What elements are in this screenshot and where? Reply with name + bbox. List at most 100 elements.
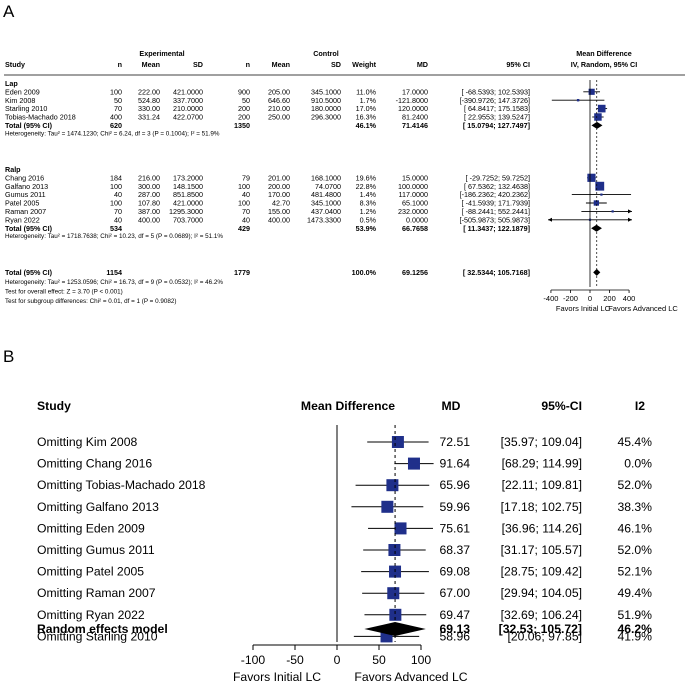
sensitivity-ci: [22.11; 109.81]: [502, 478, 582, 492]
study-n-e: 100: [110, 199, 122, 208]
study-sd-c: 910.5000: [311, 96, 341, 105]
header-mean-c: Mean: [272, 60, 290, 69]
sensitivity-md: 58.96: [440, 629, 471, 643]
sensitivity-marker: [381, 500, 394, 513]
study-ci: [ 64.8417; 175.1583]: [464, 104, 530, 113]
summary-ci: [32.53; 105.72]: [499, 622, 582, 636]
subgroup-total-md: 71.4146: [402, 121, 428, 130]
panel-a-favors-right: Favors Advanced LC: [608, 304, 678, 313]
study-sd-e: 703.7000: [173, 215, 203, 224]
study-name: Ryan 2022: [5, 215, 40, 224]
subgroup-total-weight: 53.9%: [356, 224, 377, 233]
study-weight: 16.3%: [356, 113, 377, 122]
study-mean-c: 205.00: [268, 87, 290, 96]
study-effect-marker: [576, 98, 580, 102]
study-weight: 22.8%: [356, 182, 377, 191]
study-sd-c: 481.4800: [311, 190, 341, 199]
study-sd-e: 422.0700: [173, 113, 203, 122]
sensitivity-i2: 52.0%: [617, 543, 652, 557]
header-ci: 95% CI: [506, 60, 530, 69]
sensitivity-study: Omitting Ryan 2022: [37, 608, 145, 622]
sensitivity-study: Omitting Chang 2016: [37, 457, 152, 471]
study-mean-c: 210.00: [268, 104, 290, 113]
sensitivity-study: Omitting Eden 2009: [37, 521, 145, 535]
panel-b-favors-right: Favors Advanced LC: [354, 670, 467, 684]
study-mean-c: 42.70: [272, 199, 290, 208]
study-ci-whisker-left-arrow: [548, 217, 552, 222]
study-name: Gumus 2011: [5, 190, 46, 199]
study-weight: 19.6%: [356, 173, 377, 182]
subgroup-total-label: Total (95% CI): [5, 121, 53, 130]
sensitivity-i2: 52.0%: [617, 478, 652, 492]
header-control: Control: [313, 49, 339, 58]
study-ci: [ 22.9553; 139.5247]: [464, 113, 530, 122]
subgroup-total-weight: 46.1%: [356, 121, 377, 130]
study-n-c: 100: [238, 199, 250, 208]
study-mean-e: 524.80: [138, 96, 160, 105]
sensitivity-i2: 51.9%: [617, 608, 652, 622]
header-study: Study: [5, 60, 25, 69]
header-weight: Weight: [352, 60, 376, 69]
study-sd-e: 173.2000: [173, 173, 203, 182]
study-sd-c: 345.1000: [311, 199, 341, 208]
study-n-e: 184: [110, 173, 122, 182]
header-mean-difference: Mean Difference: [576, 49, 632, 58]
panel-b-x-tick-label: -50: [286, 653, 304, 667]
panel-b-x-tick-label: 0: [334, 653, 341, 667]
study-sd-c: 1473.3300: [307, 215, 341, 224]
sensitivity-marker: [407, 457, 420, 470]
subgroup-total-ci: [ 11.3437; 122.1879]: [463, 224, 530, 233]
sensitivity-md: 72.51: [440, 435, 471, 449]
study-n-c: 70: [242, 207, 250, 216]
sensitivity-ci: [68.29; 114.99]: [502, 457, 582, 471]
subgroup-total-label: Total (95% CI): [5, 224, 53, 233]
sensitivity-study: Omitting Galfano 2013: [37, 500, 159, 514]
study-weight: 1.2%: [360, 207, 377, 216]
study-ci: [-390.9726; 147.3726]: [460, 96, 530, 105]
sensitivity-i2: 45.4%: [617, 435, 652, 449]
study-sd-e: 421.0000: [173, 199, 203, 208]
sensitivity-md: 75.61: [440, 521, 471, 535]
sensitivity-study: Omitting Patel 2005: [37, 565, 144, 579]
sensitivity-ci: [17.18; 102.75]: [501, 500, 582, 514]
study-name: Kim 2008: [5, 96, 35, 105]
sensitivity-md: 67.00: [440, 586, 471, 600]
summary-label: Random effects model: [37, 622, 168, 636]
study-effect-marker: [611, 210, 614, 213]
subgroup-total-n-e: 620: [110, 121, 122, 130]
panel-b-favors-left: Favors Initial LC: [233, 670, 321, 684]
sensitivity-study: Omitting Gumus 2011: [37, 543, 155, 557]
study-md: 232.0000: [398, 207, 428, 216]
study-name: Patel 2005: [5, 199, 39, 208]
panel-a-x-tick-label: 200: [603, 294, 616, 303]
study-weight: 8.3%: [360, 199, 377, 208]
sensitivity-marker: [387, 587, 400, 600]
panel-b-x-tick-label: 100: [411, 653, 432, 667]
b-header-i2: I2: [635, 399, 645, 413]
study-sd-e: 210.0000: [173, 104, 203, 113]
study-mean-e: 300.00: [138, 182, 160, 191]
sensitivity-md: 69.08: [440, 565, 471, 579]
study-sd-c: 345.1000: [311, 87, 341, 96]
study-weight: 17.0%: [356, 104, 377, 113]
panel-a-favors-left: Favors Initial LC: [556, 304, 611, 313]
study-mean-e: 387.00: [138, 207, 160, 216]
study-md: 81.2400: [402, 113, 428, 122]
study-n-e: 70: [114, 104, 122, 113]
b-header-ci: 95%-CI: [541, 399, 582, 413]
panel-b-x-tick-label: -100: [241, 653, 266, 667]
study-n-c: 200: [238, 104, 250, 113]
study-mean-e: 216.00: [138, 173, 160, 182]
header-n-c: n: [246, 60, 250, 69]
study-ci: [ -68.5393; 102.5393]: [462, 87, 530, 96]
study-effect-marker: [594, 113, 602, 121]
study-effect-marker: [587, 173, 596, 182]
study-ci: [ 67.5362; 132.4638]: [464, 182, 530, 191]
study-sd-e: 851.8500: [173, 190, 203, 199]
sensitivity-ci: [36.96; 114.26]: [502, 521, 582, 535]
study-n-e: 100: [110, 87, 122, 96]
study-n-c: 79: [242, 173, 250, 182]
sensitivity-marker: [386, 479, 399, 492]
study-mean-e: 330.00: [138, 104, 160, 113]
study-sd-e: 421.0000: [173, 87, 203, 96]
